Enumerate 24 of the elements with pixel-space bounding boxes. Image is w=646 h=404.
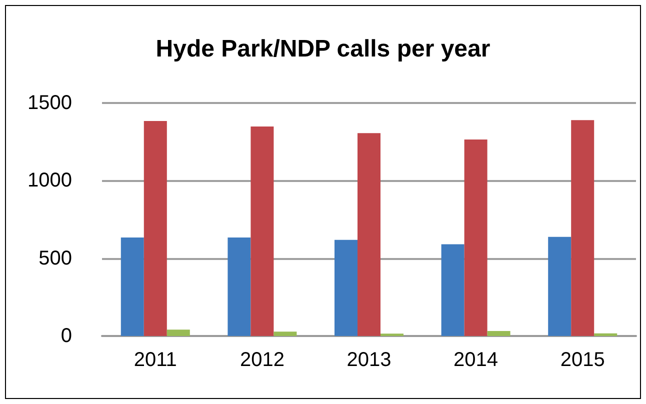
x-tick-label: 2013	[346, 349, 392, 371]
bar	[571, 120, 594, 336]
y-tick-label: 0	[60, 325, 72, 347]
chart-title: Hyde Park/NDP calls per year	[156, 36, 490, 62]
bar	[274, 332, 297, 336]
bar	[441, 244, 464, 336]
bar	[594, 333, 618, 336]
x-tick-label: 2011	[134, 349, 177, 371]
bar	[144, 121, 167, 336]
y-tick-label: 500	[38, 247, 72, 270]
x-tick-label: 2014	[454, 349, 498, 371]
bar	[228, 238, 251, 336]
bar	[464, 140, 488, 336]
bar	[358, 133, 380, 336]
bar	[334, 240, 358, 336]
y-tick-label: 1500	[28, 92, 72, 114]
bar	[548, 236, 572, 336]
bar	[250, 126, 274, 336]
bar	[487, 331, 510, 336]
x-tick-label: 2015	[560, 349, 605, 371]
y-tick-label: 1000	[28, 170, 72, 192]
x-tick-label: 2012	[240, 349, 284, 371]
bar	[120, 238, 144, 336]
bar	[166, 330, 190, 336]
